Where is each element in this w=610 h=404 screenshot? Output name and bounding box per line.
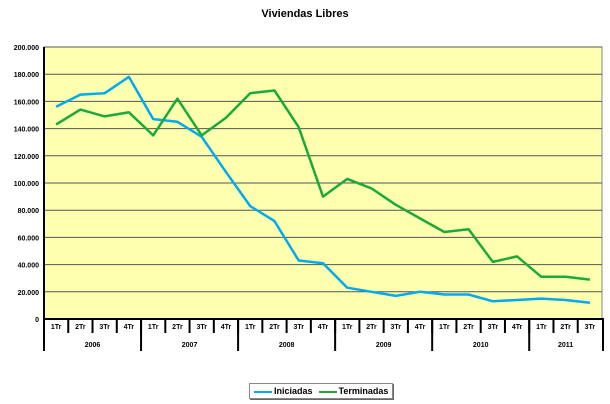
x-tick-label: 1Tr: [536, 324, 547, 331]
x-tick-label: 2Tr: [560, 324, 571, 331]
legend-swatch: [254, 390, 272, 393]
series-line-terminadas: [55, 89, 591, 281]
series-line-iniciadas: [55, 75, 591, 304]
y-tick-label: 120.000: [14, 154, 39, 161]
y-tick-label: 180.000: [14, 72, 39, 79]
y-tick-label: 20.000: [18, 290, 40, 297]
year-label: 2007: [182, 342, 198, 349]
x-tick-label: 3Tr: [585, 324, 596, 331]
x-tick-label: 1Tr: [439, 324, 450, 331]
x-tick-label: 4Tr: [512, 324, 523, 331]
year-label: 2008: [279, 342, 295, 349]
x-tick-label: 1Tr: [342, 324, 353, 331]
x-tick-label: 4Tr: [415, 324, 426, 331]
legend-label: Iniciadas: [274, 386, 313, 396]
x-tick-label: 3Tr: [293, 324, 304, 331]
x-tick-label: 4Tr: [221, 324, 232, 331]
x-tick-label: 2Tr: [75, 324, 86, 331]
x-tick-label: 1Tr: [245, 324, 256, 331]
x-tick-label: 1Tr: [51, 324, 62, 331]
y-tick-label: 40.000: [18, 263, 40, 270]
legend: Iniciadas Terminadas: [249, 383, 394, 399]
year-label: 2010: [473, 342, 489, 349]
y-tick-label: 160.000: [14, 99, 39, 106]
legend-item-iniciadas: Iniciadas: [254, 386, 313, 396]
y-tick-label: 80.000: [18, 208, 40, 215]
year-label: 2011: [558, 342, 573, 349]
x-tick-label: 3Tr: [391, 324, 402, 331]
year-label: 2006: [85, 342, 101, 349]
y-tick-label: 100.000: [14, 181, 39, 188]
year-label: 2009: [376, 342, 392, 349]
x-tick-label: 4Tr: [318, 324, 329, 331]
x-tick-label: 2Tr: [366, 324, 377, 331]
x-tick-label: 3Tr: [99, 324, 110, 331]
y-tick-label: 140.000: [14, 127, 39, 134]
y-tick-label: 0: [35, 317, 39, 324]
chart-title: Viviendas Libres: [261, 8, 349, 20]
x-tick-label: 2Tr: [269, 324, 280, 331]
y-tick-label: 200.000: [14, 45, 39, 52]
x-tick-label: 1Tr: [148, 324, 159, 331]
x-tick-label: 4Tr: [124, 324, 135, 331]
legend-swatch: [318, 390, 337, 393]
x-tick-label: 3Tr: [488, 324, 499, 331]
x-tick-label: 3Tr: [196, 324, 207, 331]
legend-label: Terminadas: [338, 386, 389, 396]
y-tick-label: 60.000: [18, 235, 40, 242]
legend-item-terminadas: Terminadas: [318, 386, 389, 396]
x-tick-label: 2Tr: [463, 324, 474, 331]
x-tick-label: 2Tr: [172, 324, 183, 331]
